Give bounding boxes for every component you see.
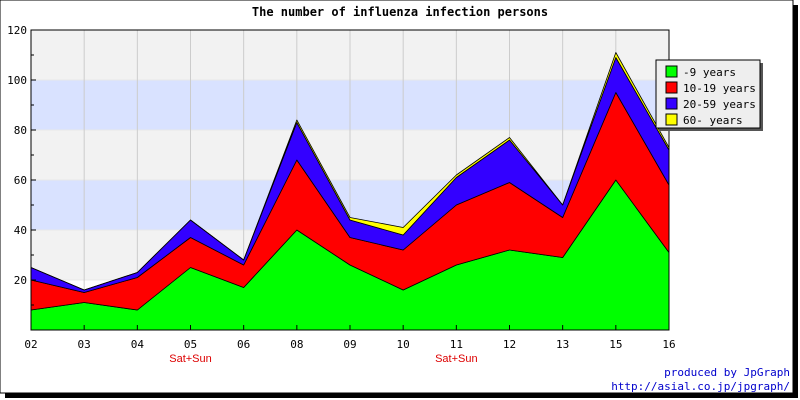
legend: -9 years 10-19 years 20-59 years 60- years bbox=[655, 59, 763, 131]
y-tick-label: 40 bbox=[14, 224, 27, 237]
x-tick-label: 13 bbox=[556, 338, 569, 351]
chart-title: The number of influenza infection person… bbox=[252, 5, 548, 19]
y-tick-label: 100 bbox=[7, 74, 27, 87]
x-tick-label: 06 bbox=[237, 338, 250, 351]
legend-swatch bbox=[665, 97, 678, 110]
x-tick-label: 16 bbox=[662, 338, 675, 351]
x-tick-label: 10 bbox=[397, 338, 410, 351]
y-tick-label: 80 bbox=[14, 124, 27, 137]
legend-label: 10-19 years bbox=[683, 82, 756, 95]
footer-url[interactable]: http://asial.co.jp/jpgraph/ bbox=[611, 380, 790, 393]
x-tick-label: 02 bbox=[24, 338, 37, 351]
legend-swatch bbox=[665, 65, 678, 78]
legend-label: -9 years bbox=[683, 66, 736, 79]
legend-label: 60- years bbox=[683, 114, 743, 127]
x-tick-label: 05 bbox=[184, 338, 197, 351]
x-tick-label: 04 bbox=[131, 338, 145, 351]
footer-credit: produced by JpGraph bbox=[664, 366, 790, 379]
y-tick-label: 120 bbox=[7, 24, 27, 37]
y-tick-label: 20 bbox=[14, 274, 27, 287]
x-tick-label: 11 bbox=[450, 338, 463, 351]
x-tick-label: 15 bbox=[609, 338, 622, 351]
x-tick-label: 09 bbox=[343, 338, 356, 351]
x-tick-label: 08 bbox=[290, 338, 303, 351]
legend-swatch bbox=[665, 81, 678, 94]
legend-swatch bbox=[665, 113, 678, 126]
x-tick-label: 12 bbox=[503, 338, 516, 351]
axes: 20 40 60 80 100 120 02 03 04 05 Sat+Sun 06 08 09 10 11 S… bbox=[7, 24, 676, 365]
x-category-note: Sat+Sun bbox=[435, 353, 478, 365]
x-tick-label: 03 bbox=[78, 338, 91, 351]
y-tick-label: 60 bbox=[14, 174, 27, 187]
legend-label: 20-59 years bbox=[683, 98, 756, 111]
x-category-note: Sat+Sun bbox=[169, 353, 212, 365]
